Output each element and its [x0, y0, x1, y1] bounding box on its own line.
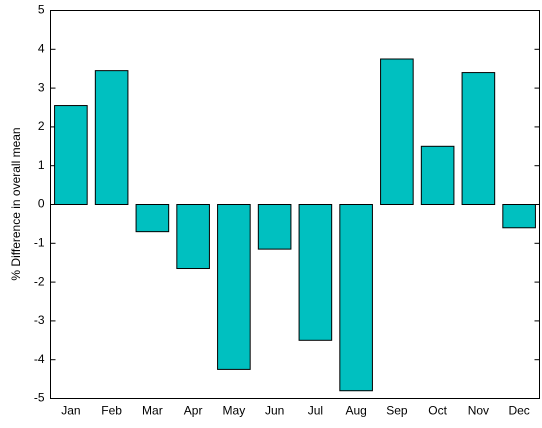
x-tick-label: Jan: [61, 404, 80, 418]
x-tick-label: Jun: [265, 404, 284, 418]
x-tick-label: Feb: [101, 404, 122, 418]
bar: [135, 204, 170, 233]
y-tick-label: -2: [34, 274, 45, 288]
x-tick-label: Mar: [142, 404, 163, 418]
bar: [94, 70, 129, 205]
y-tick-label: 4: [38, 41, 45, 55]
y-tick-label: 2: [38, 119, 45, 133]
y-tick-label: 1: [38, 158, 45, 172]
y-tick-label: 0: [38, 197, 45, 211]
y-axis-label: % Difference in overall mean: [9, 127, 23, 280]
x-tick-label: Oct: [428, 404, 447, 418]
y-tick-label: -5: [34, 391, 45, 405]
x-tick-label: Nov: [468, 404, 489, 418]
y-tick-label: 3: [38, 80, 45, 94]
x-tick-label: Apr: [184, 404, 203, 418]
y-tick-label: 5: [38, 3, 45, 17]
bar: [217, 204, 251, 370]
axes-box: [50, 10, 540, 399]
x-tick-label: May: [223, 404, 246, 418]
y-tick-label: -4: [34, 352, 45, 366]
bar: [176, 204, 210, 270]
y-tick-label: -3: [34, 313, 45, 327]
x-tick-label: Dec: [508, 404, 529, 418]
x-tick-label: Sep: [386, 404, 408, 418]
bar: [502, 204, 536, 229]
x-tick-label: Jul: [308, 404, 323, 418]
bar: [461, 72, 496, 205]
bar: [257, 204, 292, 250]
bar: [420, 145, 455, 206]
bar: [54, 105, 88, 205]
bar: [339, 204, 373, 392]
y-tick-label: -1: [34, 235, 45, 249]
x-tick-label: Aug: [345, 404, 366, 418]
bar: [298, 204, 333, 341]
bar: [380, 58, 414, 205]
